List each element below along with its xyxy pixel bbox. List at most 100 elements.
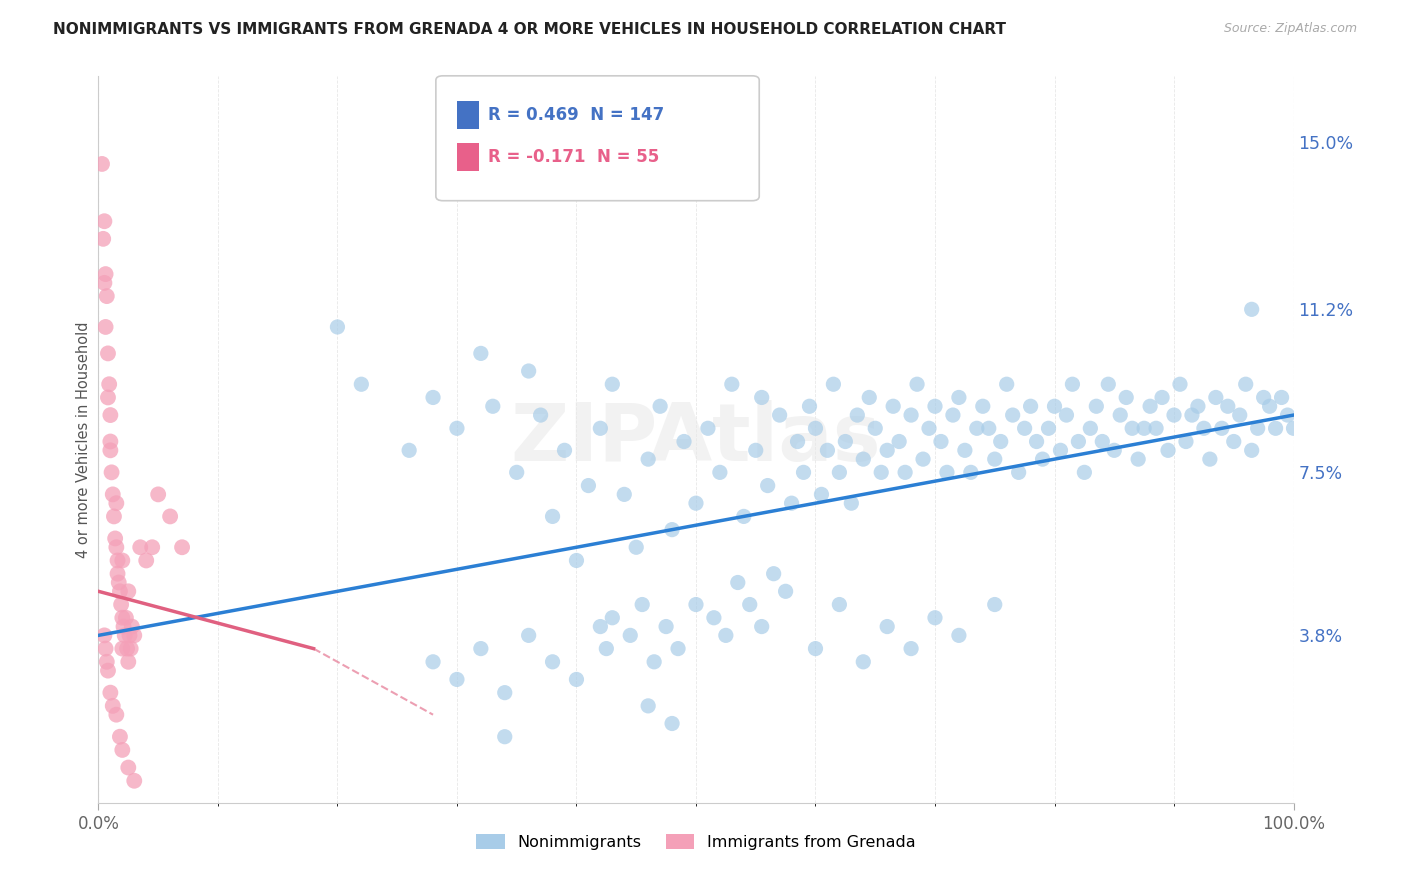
Point xyxy=(98,377,121,392)
Point xyxy=(738,598,761,612)
Point xyxy=(990,434,1012,449)
Point xyxy=(995,377,1018,392)
Point xyxy=(1144,421,1167,435)
Point xyxy=(91,157,114,171)
Point xyxy=(1253,391,1275,405)
Point xyxy=(1271,391,1294,405)
Point xyxy=(111,743,134,757)
Point xyxy=(1163,408,1185,422)
Point xyxy=(112,619,135,633)
Point xyxy=(494,686,516,700)
Point xyxy=(900,408,922,422)
Point xyxy=(494,730,516,744)
Point xyxy=(110,598,132,612)
Point xyxy=(775,584,797,599)
Point xyxy=(697,421,720,435)
Point xyxy=(865,421,887,435)
Point xyxy=(799,399,821,413)
Point xyxy=(98,408,122,422)
Point xyxy=(115,611,138,625)
Point xyxy=(1181,408,1204,422)
Point xyxy=(1157,443,1180,458)
Point xyxy=(912,452,935,467)
Point xyxy=(103,509,125,524)
Point xyxy=(1223,434,1246,449)
Point xyxy=(626,541,648,555)
Point xyxy=(541,655,564,669)
Point xyxy=(661,716,683,731)
Point xyxy=(948,391,970,405)
Point xyxy=(111,553,134,567)
Point xyxy=(966,421,988,435)
Point xyxy=(1264,421,1286,435)
Point xyxy=(148,487,170,501)
Point xyxy=(1199,452,1222,467)
Point xyxy=(751,619,773,633)
Point xyxy=(650,399,672,413)
Point xyxy=(93,628,115,642)
Point xyxy=(631,598,654,612)
Point xyxy=(929,434,952,449)
Point xyxy=(578,478,600,492)
Point xyxy=(751,391,773,405)
Point xyxy=(655,619,678,633)
Point xyxy=(91,232,114,246)
Point xyxy=(1168,377,1191,392)
Point xyxy=(470,346,492,360)
Point xyxy=(643,655,665,669)
Text: R = 0.469  N = 147: R = 0.469 N = 147 xyxy=(488,106,664,124)
Point xyxy=(852,452,875,467)
Point xyxy=(517,628,540,642)
Point xyxy=(918,421,941,435)
Point xyxy=(1258,399,1281,413)
Point xyxy=(105,496,128,510)
Point xyxy=(107,575,129,590)
Point xyxy=(107,566,129,581)
Point xyxy=(1085,399,1108,413)
Point xyxy=(117,760,139,774)
Point xyxy=(97,391,120,405)
Point xyxy=(111,641,134,656)
Point xyxy=(541,509,564,524)
Point xyxy=(846,408,869,422)
Point xyxy=(94,320,117,334)
Point xyxy=(786,434,808,449)
Point xyxy=(828,466,851,480)
Point xyxy=(422,655,444,669)
Point xyxy=(1019,399,1042,413)
Point xyxy=(554,443,576,458)
Point xyxy=(1043,399,1066,413)
Point xyxy=(93,214,115,228)
Point xyxy=(1049,443,1071,458)
Point xyxy=(894,466,917,480)
Point xyxy=(470,641,492,656)
Point xyxy=(108,730,131,744)
Point xyxy=(1014,421,1036,435)
Point xyxy=(1091,434,1114,449)
Point xyxy=(817,443,839,458)
Point xyxy=(1038,421,1060,435)
Point xyxy=(159,509,181,524)
Point xyxy=(703,611,725,625)
Point xyxy=(98,686,122,700)
Point xyxy=(107,553,129,567)
Point xyxy=(1062,377,1084,392)
Point xyxy=(924,399,946,413)
Point xyxy=(94,267,117,281)
Point xyxy=(942,408,965,422)
Point xyxy=(882,399,904,413)
Point xyxy=(637,698,659,713)
Point xyxy=(769,408,792,422)
Point xyxy=(733,509,755,524)
Point xyxy=(1115,391,1137,405)
Point xyxy=(721,377,744,392)
Point xyxy=(1187,399,1209,413)
Point xyxy=(900,641,922,656)
Point xyxy=(111,611,134,625)
Point xyxy=(762,566,785,581)
Text: ZIPAtlas: ZIPAtlas xyxy=(510,401,882,478)
Point xyxy=(602,611,624,625)
Y-axis label: 4 or more Vehicles in Household: 4 or more Vehicles in Household xyxy=(76,321,91,558)
Point xyxy=(1234,377,1257,392)
Point xyxy=(517,364,540,378)
